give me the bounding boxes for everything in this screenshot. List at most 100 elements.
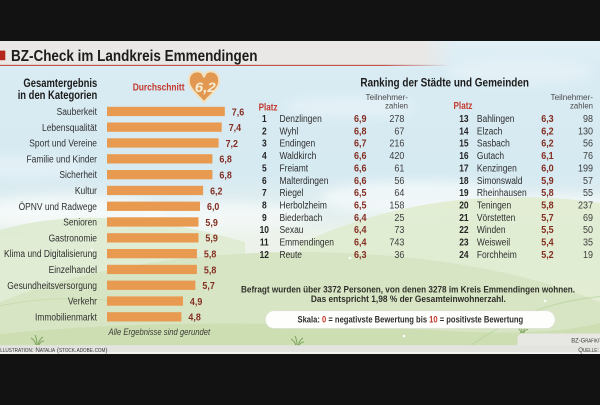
svg-text:7,6: 7,6 <box>232 106 245 118</box>
svg-text:6,2: 6,2 <box>195 80 217 95</box>
svg-text:Gesamtergebnis: Gesamtergebnis <box>23 78 97 90</box>
svg-text:Kenzingen: Kenzingen <box>477 163 517 174</box>
svg-text:14: 14 <box>459 126 469 137</box>
svg-text:Wyhl: Wyhl <box>280 126 299 137</box>
svg-text:Riegel: Riegel <box>280 188 304 199</box>
svg-text:Platz: Platz <box>454 101 473 112</box>
svg-text:Teningen: Teningen <box>477 200 511 211</box>
svg-text:zahlen: zahlen <box>385 101 408 110</box>
svg-text:6: 6 <box>262 176 267 187</box>
svg-text:69: 69 <box>583 213 593 224</box>
svg-text:5,7: 5,7 <box>202 280 215 292</box>
svg-text:Forchheim: Forchheim <box>477 250 517 261</box>
svg-text:Klima und Digitalisierung: Klima und Digitalisierung <box>4 249 97 260</box>
svg-text:Sport und Vereine: Sport und Vereine <box>29 139 97 150</box>
svg-text:Sexau: Sexau <box>280 225 304 236</box>
svg-text:Skala: 0 = negativste Bewertun: Skala: 0 = negativste Bewertung bis 10 =… <box>298 315 524 325</box>
svg-text:24: 24 <box>459 250 469 261</box>
svg-text:Lebensqualität: Lebensqualität <box>42 123 97 134</box>
svg-text:73: 73 <box>394 225 404 236</box>
svg-text:Teilnehmer-: Teilnehmer- <box>366 93 409 102</box>
svg-text:55: 55 <box>583 188 593 199</box>
svg-text:zahlen: zahlen <box>570 101 593 110</box>
svg-text:5,9: 5,9 <box>541 176 554 187</box>
svg-text:Malterdingen: Malterdingen <box>280 176 329 187</box>
svg-text:6,4: 6,4 <box>354 213 367 224</box>
svg-text:Verkehr: Verkehr <box>68 297 98 308</box>
svg-text:Das entspricht 1,98 % der Gesa: Das entspricht 1,98 % der Gesamteinwohne… <box>311 294 506 304</box>
svg-text:5,8: 5,8 <box>204 264 217 276</box>
svg-text:Freiamt: Freiamt <box>280 163 309 174</box>
svg-text:130: 130 <box>578 126 593 137</box>
svg-text:BZ-Check im Landkreis Emmendin: BZ-Check im Landkreis Emmendingen <box>11 48 258 65</box>
svg-text:Gutach: Gutach <box>477 151 504 162</box>
svg-text:6,8: 6,8 <box>219 154 232 166</box>
svg-text:Biederbach: Biederbach <box>280 213 323 224</box>
svg-text:Winden: Winden <box>477 225 506 236</box>
svg-text:6,2: 6,2 <box>210 185 223 197</box>
svg-text:57: 57 <box>583 176 593 187</box>
svg-text:36: 36 <box>394 250 404 261</box>
svg-text:6,5: 6,5 <box>354 200 367 211</box>
svg-text:5,8: 5,8 <box>541 200 554 211</box>
svg-text:98: 98 <box>583 114 593 125</box>
svg-text:20: 20 <box>459 200 469 211</box>
svg-text:7,4: 7,4 <box>229 122 242 134</box>
svg-text:22: 22 <box>459 225 469 236</box>
svg-text:6,0: 6,0 <box>207 201 220 213</box>
svg-text:3: 3 <box>262 139 267 150</box>
svg-text:743: 743 <box>389 238 404 249</box>
svg-text:8: 8 <box>262 200 267 211</box>
svg-text:6,8: 6,8 <box>354 126 367 137</box>
svg-text:Waldkirch: Waldkirch <box>280 151 317 162</box>
svg-text:Illustration: Natalia (stock.a: Illustration: Natalia (stock.adobe.com) <box>0 347 108 354</box>
svg-text:199: 199 <box>578 163 593 174</box>
svg-text:9: 9 <box>262 213 267 224</box>
svg-text:216: 216 <box>389 139 404 150</box>
svg-text:Emmendingen: Emmendingen <box>280 238 335 249</box>
svg-text:6,9: 6,9 <box>354 114 367 125</box>
svg-text:5,9: 5,9 <box>205 233 218 245</box>
svg-text:5,2: 5,2 <box>541 250 554 261</box>
svg-text:Teilnehmer-: Teilnehmer- <box>551 93 594 102</box>
svg-text:67: 67 <box>394 126 404 137</box>
svg-text:6,8: 6,8 <box>219 170 232 182</box>
svg-text:6,2: 6,2 <box>541 126 554 137</box>
svg-text:6,1: 6,1 <box>541 151 554 162</box>
svg-text:ÖPNV und Radwege: ÖPNV und Radwege <box>19 201 98 213</box>
svg-text:Weisweil: Weisweil <box>477 238 510 249</box>
svg-text:21: 21 <box>459 213 469 224</box>
svg-text:Familie und Kinder: Familie und Kinder <box>27 154 98 165</box>
svg-text:50: 50 <box>583 225 593 236</box>
svg-text:Kultur: Kultur <box>75 186 98 197</box>
svg-text:Gesundheitsversorgung: Gesundheitsversorgung <box>7 281 97 292</box>
svg-text:5,5: 5,5 <box>541 225 554 236</box>
svg-text:4,8: 4,8 <box>188 312 201 324</box>
svg-text:Simonswald: Simonswald <box>477 176 523 187</box>
svg-text:15: 15 <box>459 139 469 150</box>
svg-text:17: 17 <box>459 163 469 174</box>
svg-text:16: 16 <box>459 151 469 162</box>
svg-text:Sauberkeit: Sauberkeit <box>57 107 98 118</box>
svg-text:Quelle: T: Quelle: T <box>578 347 600 354</box>
svg-text:5: 5 <box>262 163 267 174</box>
svg-text:278: 278 <box>389 114 404 125</box>
svg-text:Vörstetten: Vörstetten <box>477 213 516 224</box>
svg-text:6,3: 6,3 <box>541 114 554 125</box>
svg-text:BZ-Grafik/S: BZ-Grafik/S <box>571 338 600 345</box>
svg-text:6,4: 6,4 <box>354 238 367 249</box>
svg-text:11: 11 <box>260 238 269 249</box>
svg-text:6,3: 6,3 <box>354 250 367 261</box>
svg-text:5,8: 5,8 <box>204 249 217 261</box>
svg-text:Sasbach: Sasbach <box>477 139 510 150</box>
svg-text:6,0: 6,0 <box>541 163 554 174</box>
svg-text:19: 19 <box>583 250 593 261</box>
svg-text:237: 237 <box>578 200 593 211</box>
svg-text:23: 23 <box>459 238 469 249</box>
svg-text:4: 4 <box>262 151 267 162</box>
svg-text:2: 2 <box>262 126 267 137</box>
svg-text:6,6: 6,6 <box>354 163 367 174</box>
svg-text:420: 420 <box>389 151 404 162</box>
svg-text:4,9: 4,9 <box>190 296 203 308</box>
svg-text:Reute: Reute <box>280 250 303 261</box>
